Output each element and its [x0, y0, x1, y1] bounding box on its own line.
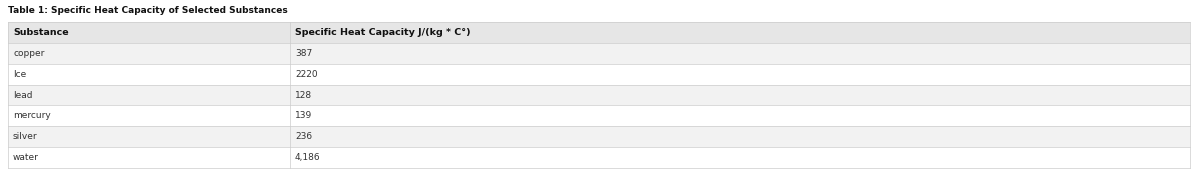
Bar — [8, 22, 1190, 43]
Text: copper: copper — [13, 49, 44, 58]
Text: water: water — [13, 153, 38, 162]
Text: 4,186: 4,186 — [295, 153, 320, 162]
Bar — [8, 43, 1190, 64]
Bar — [8, 85, 1190, 105]
Text: mercury: mercury — [13, 111, 50, 120]
Text: 2220: 2220 — [295, 70, 318, 79]
Text: 128: 128 — [295, 90, 312, 100]
Text: 387: 387 — [295, 49, 312, 58]
Text: lead: lead — [13, 90, 32, 100]
Text: Specific Heat Capacity J/(kg * C°): Specific Heat Capacity J/(kg * C°) — [295, 28, 470, 37]
Text: silver: silver — [13, 132, 37, 141]
Bar — [8, 147, 1190, 168]
Bar — [8, 126, 1190, 147]
Bar — [8, 105, 1190, 126]
Text: Ice: Ice — [13, 70, 26, 79]
Text: 236: 236 — [295, 132, 312, 141]
Text: Table 1: Specific Heat Capacity of Selected Substances: Table 1: Specific Heat Capacity of Selec… — [8, 6, 288, 15]
Bar — [8, 64, 1190, 85]
Text: Substance: Substance — [13, 28, 68, 37]
Text: 139: 139 — [295, 111, 312, 120]
